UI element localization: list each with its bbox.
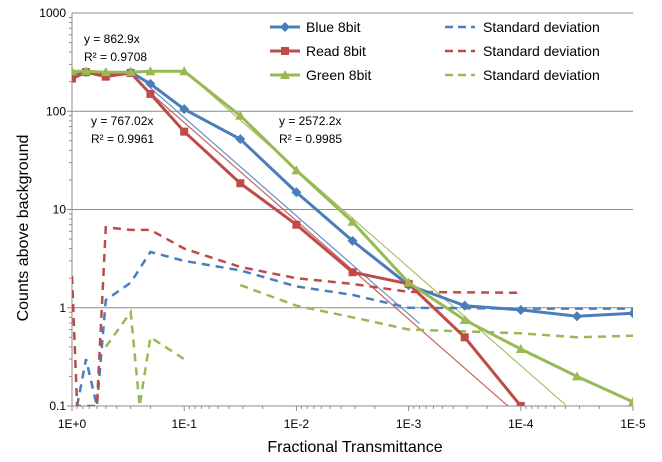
x-tick-label: 1E-5 [620, 417, 646, 431]
diamond-marker [179, 104, 190, 115]
std-dev-series [72, 225, 633, 406]
diamond-marker [459, 300, 470, 311]
legend-label: Standard deviation [483, 67, 600, 83]
triangle-marker [145, 66, 156, 76]
x-tick-label: 1E-2 [284, 417, 310, 431]
triangle-marker [125, 67, 136, 77]
trendline-r2: R² = 0.9708 [84, 50, 147, 64]
square-marker [281, 47, 289, 55]
triangle-marker [179, 66, 190, 76]
axes [67, 13, 634, 411]
square-marker [146, 89, 155, 98]
square-marker [236, 179, 245, 188]
y-tick-label: 1 [59, 301, 66, 315]
diamond-marker [347, 235, 358, 246]
triangle-marker [403, 277, 414, 287]
trendline-equation: y = 862.9x [84, 32, 140, 46]
square-marker [516, 402, 525, 406]
trendline-r2: R² = 0.9985 [279, 132, 342, 146]
y-tick-label: 10 [53, 203, 67, 217]
triangle-marker [235, 110, 246, 120]
triangle-marker [100, 67, 111, 77]
triangle-marker [571, 371, 582, 381]
trendline [150, 87, 420, 325]
y-tick-label: 1000 [39, 6, 66, 20]
diamond-marker [235, 134, 246, 145]
square-marker [101, 72, 110, 81]
legend: Blue 8bit Read 8bit Green 8bit Standard dev… [270, 19, 600, 83]
diamond-marker [515, 304, 526, 315]
square-marker [348, 268, 357, 277]
x-tick-label: 1E+0 [58, 417, 87, 431]
triangle-marker [628, 396, 633, 406]
y-tick-labels: 1000 100 10 1 0.1 [39, 6, 66, 413]
trendlines [150, 70, 566, 406]
y-tick-label: 100 [46, 104, 66, 118]
x-axis-label: Fractional Transmittance [267, 439, 442, 456]
legend-label: Standard deviation [483, 43, 600, 59]
diamond-marker [628, 308, 633, 319]
y-axis-label: Counts above background [15, 135, 32, 322]
std-dev-line [72, 225, 521, 406]
legend-label: Read 8bit [306, 43, 366, 59]
triangle-marker [347, 216, 358, 226]
trendline-r2: R² = 0.9961 [91, 132, 154, 146]
diamond-marker [145, 78, 156, 89]
y-tick-label: 0.1 [49, 399, 66, 413]
x-tick-label: 1E-4 [508, 417, 534, 431]
triangle-marker [280, 70, 290, 79]
trendline-equation: y = 2572.2x [279, 114, 341, 128]
x-tick-labels: 1E+0 1E-1 1E-2 1E-3 1E-4 1E-5 [58, 417, 646, 431]
diamond-marker [280, 22, 290, 32]
trendline-equation: y = 767.02x [91, 114, 153, 128]
trendline [150, 92, 509, 406]
legend-label: Blue 8bit [306, 19, 361, 35]
square-marker [292, 220, 301, 229]
x-tick-label: 1E-3 [396, 417, 422, 431]
series-line [72, 69, 633, 404]
std-dev-line [104, 308, 185, 406]
legend-label: Standard deviation [483, 19, 600, 35]
triangle-marker [515, 344, 526, 354]
square-marker [180, 127, 189, 136]
square-marker [72, 74, 76, 83]
triangle-marker [72, 66, 77, 76]
diamond-marker [571, 311, 582, 322]
triangle-marker [81, 66, 92, 76]
legend-label: Green 8bit [306, 67, 371, 83]
triangle-marker [459, 315, 470, 325]
std-dev-line [75, 250, 633, 406]
diamond-marker [291, 187, 302, 198]
std-dev-line [239, 283, 633, 339]
triangle-marker [291, 165, 302, 175]
trendline [183, 70, 566, 406]
data-series [72, 66, 633, 406]
x-tick-label: 1E-1 [172, 417, 198, 431]
square-marker [460, 333, 469, 342]
trendline-labels: y = 2572.2x R² = 0.9985 y = 862.9x R² = 0.9… [84, 32, 342, 146]
